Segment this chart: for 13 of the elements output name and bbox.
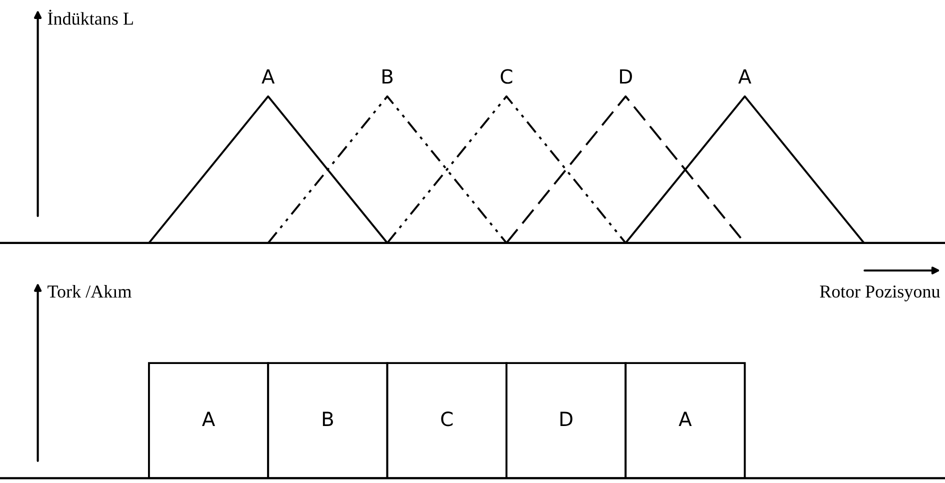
series-label: B	[382, 69, 393, 84]
series-label: A	[262, 69, 275, 84]
x-tick-label: A	[678, 412, 692, 426]
series-label: A	[738, 69, 752, 84]
y-axis-title: Tork /Akım	[48, 284, 132, 298]
x-tick-label: A	[202, 412, 216, 426]
x-axis-title: Rotor Pozisyonu	[820, 285, 940, 302]
x-tick-label: C	[441, 412, 453, 426]
series-label: D	[620, 69, 632, 84]
series-label: C	[500, 69, 512, 84]
x-tick-label: D	[560, 412, 572, 426]
y-axis-title: İndüktans L	[48, 10, 133, 25]
x-tick-label: B	[322, 412, 334, 426]
